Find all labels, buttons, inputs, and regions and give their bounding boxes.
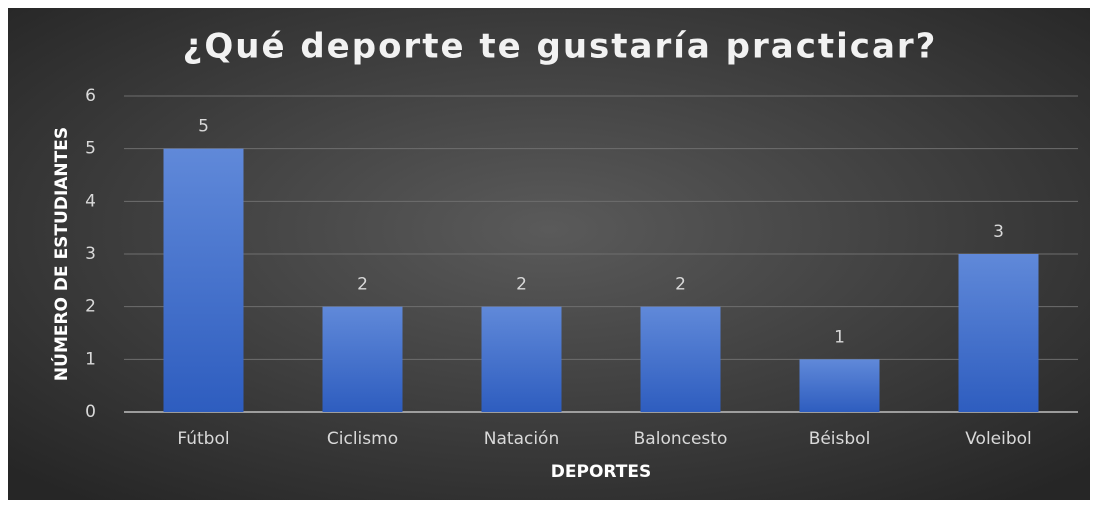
x-tick-label: Natación [484, 429, 559, 449]
bar [322, 306, 403, 412]
y-tick-label: 6 [85, 86, 96, 106]
data-label: 2 [675, 275, 686, 295]
bar [799, 359, 880, 412]
x-axis-title: DEPORTES [551, 462, 651, 482]
y-tick-label: 2 [85, 297, 96, 317]
x-tick-label: Ciclismo [327, 429, 398, 449]
data-label: 1 [834, 327, 845, 347]
y-tick-label: 0 [85, 402, 96, 422]
data-label: 2 [357, 275, 368, 295]
y-tick-label: 3 [85, 244, 96, 264]
y-tick-label: 4 [85, 191, 96, 211]
data-label: 2 [516, 275, 527, 295]
chart-title: ¿Qué deporte te gustaría practicar? [183, 27, 938, 67]
bar [640, 306, 721, 412]
x-tick-label: Baloncesto [634, 429, 728, 449]
y-axis-title: NÚMERO DE ESTUDIANTES [50, 127, 72, 381]
data-label: 5 [198, 117, 209, 137]
y-tick-label: 1 [85, 349, 96, 369]
x-tick-label: Fútbol [177, 429, 229, 449]
x-tick-label: Voleibol [965, 429, 1032, 449]
y-tick-label: 5 [85, 139, 96, 159]
data-label: 3 [993, 222, 1004, 242]
bar [481, 306, 562, 412]
x-tick-label: Béisbol [809, 429, 871, 449]
bar [163, 148, 244, 412]
bar [958, 254, 1039, 412]
